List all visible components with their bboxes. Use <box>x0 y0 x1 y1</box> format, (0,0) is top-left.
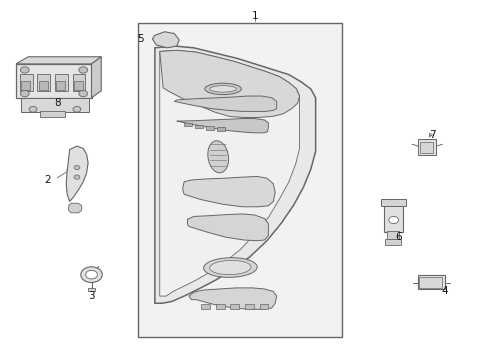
Polygon shape <box>189 288 277 309</box>
Polygon shape <box>188 214 269 241</box>
Circle shape <box>79 67 88 73</box>
Circle shape <box>79 90 88 97</box>
Bar <box>245 304 254 309</box>
Text: 3: 3 <box>88 291 95 301</box>
Bar <box>381 199 406 206</box>
Circle shape <box>389 216 398 224</box>
Bar <box>37 74 50 91</box>
Ellipse shape <box>204 258 257 277</box>
Bar <box>21 98 89 112</box>
Circle shape <box>21 67 29 73</box>
Circle shape <box>86 270 98 279</box>
Bar <box>260 304 269 309</box>
Ellipse shape <box>205 83 242 95</box>
Bar <box>418 275 445 289</box>
Text: 6: 6 <box>395 232 402 242</box>
Polygon shape <box>160 50 299 296</box>
Bar <box>39 81 48 90</box>
Bar <box>230 304 239 309</box>
Bar <box>385 239 401 245</box>
Ellipse shape <box>210 86 237 92</box>
Polygon shape <box>155 46 316 303</box>
Bar <box>201 304 210 309</box>
Bar <box>419 277 442 288</box>
Bar <box>73 74 85 91</box>
Polygon shape <box>177 118 269 133</box>
Circle shape <box>29 107 37 112</box>
Ellipse shape <box>210 260 251 275</box>
Bar <box>22 81 30 90</box>
Bar <box>138 23 343 337</box>
Ellipse shape <box>208 141 228 173</box>
Polygon shape <box>69 203 82 213</box>
Text: 4: 4 <box>441 286 448 296</box>
Text: 8: 8 <box>54 98 61 108</box>
Polygon shape <box>152 32 179 48</box>
Circle shape <box>21 90 29 97</box>
Bar <box>196 125 203 128</box>
Text: 2: 2 <box>45 175 51 185</box>
Bar <box>40 111 65 117</box>
Bar <box>206 126 214 130</box>
Text: 7: 7 <box>429 130 436 140</box>
Bar <box>56 81 65 90</box>
Bar <box>216 304 224 309</box>
Circle shape <box>74 175 80 179</box>
Bar <box>184 123 192 126</box>
Circle shape <box>73 107 81 112</box>
Bar <box>217 127 224 131</box>
Bar <box>418 139 437 155</box>
Text: 5: 5 <box>137 34 144 44</box>
Bar <box>88 288 95 292</box>
Text: 1: 1 <box>251 11 258 21</box>
Circle shape <box>74 165 80 170</box>
Bar <box>420 142 433 153</box>
Polygon shape <box>183 176 275 207</box>
Bar <box>20 74 32 91</box>
Polygon shape <box>92 57 101 98</box>
Bar <box>384 205 403 232</box>
Polygon shape <box>160 50 299 117</box>
Polygon shape <box>16 57 101 64</box>
Bar <box>74 81 83 90</box>
Bar <box>55 74 68 91</box>
Bar <box>16 64 92 98</box>
Bar <box>387 231 399 239</box>
Circle shape <box>81 267 102 283</box>
Polygon shape <box>174 96 277 111</box>
Polygon shape <box>66 146 88 202</box>
